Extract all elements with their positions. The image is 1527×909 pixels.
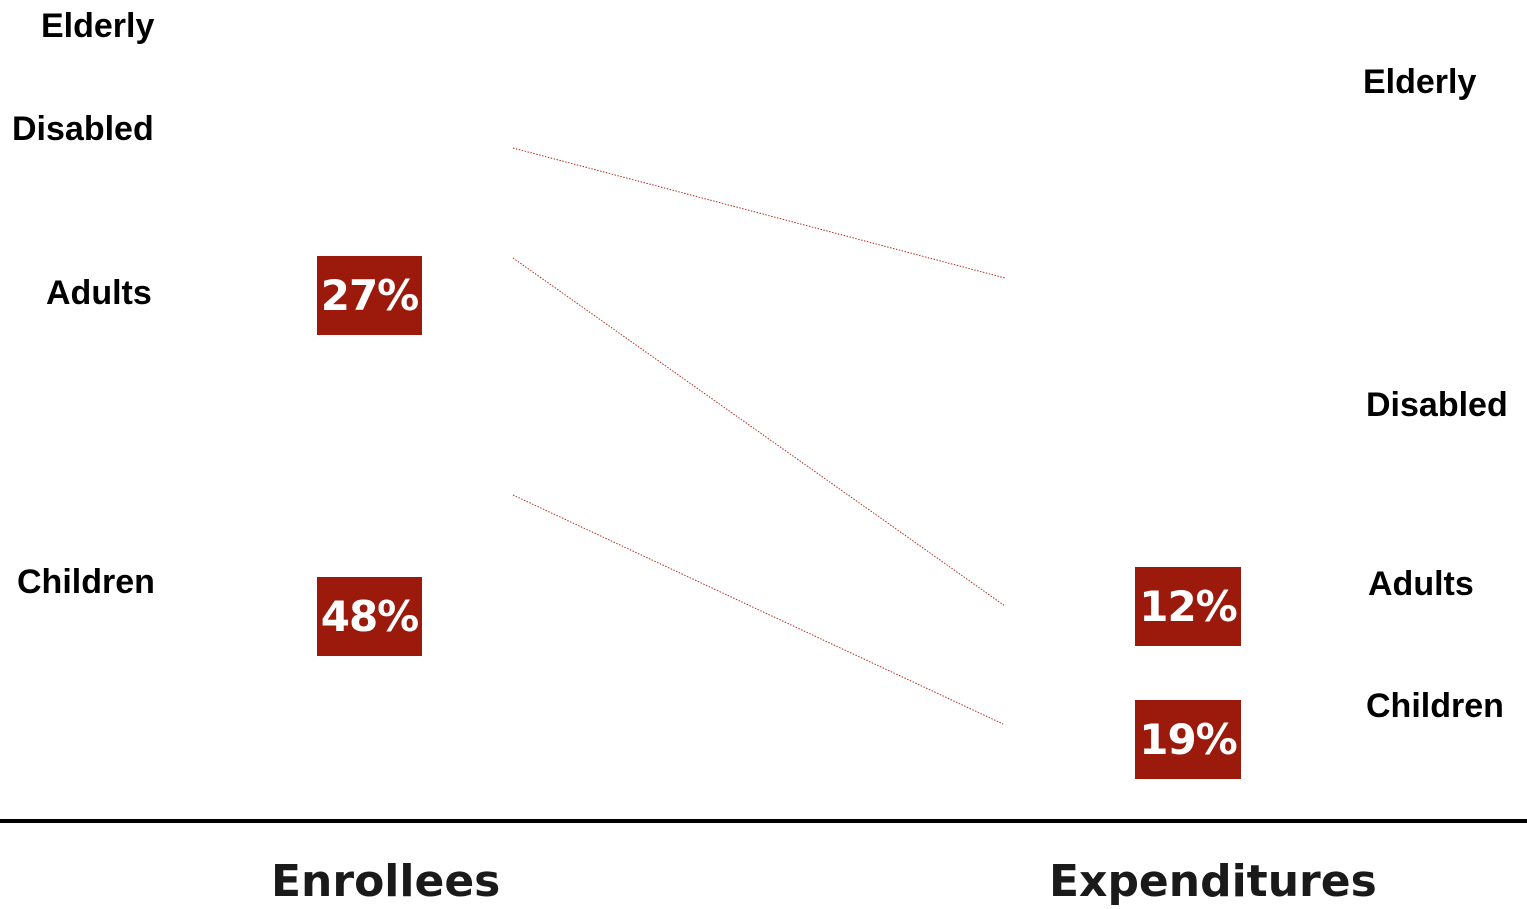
expenditures-value-adults: 12% (1135, 567, 1241, 646)
baseline-axis (0, 819, 1527, 823)
enrollees-label-children: Children (17, 565, 155, 599)
expenditures-title: Expenditures (1049, 860, 1377, 904)
enrollees-value-children: 48% (317, 577, 422, 656)
connector-children-top (513, 495, 1003, 724)
enrollees-label-disabled: Disabled (12, 112, 154, 146)
expenditures-label-adults: Adults (1368, 567, 1474, 601)
enrollees-label-adults: Adults (46, 276, 152, 310)
expenditures-label-elderly: Elderly (1363, 65, 1476, 99)
enrollees-value-adults: 27% (317, 256, 422, 335)
enrollees-title: Enrollees (271, 860, 500, 904)
connector-disabled-top (513, 148, 1005, 278)
expenditures-label-disabled: Disabled (1366, 388, 1508, 422)
expenditures-value-children: 19% (1135, 700, 1241, 779)
connector-adults-top (513, 258, 1005, 606)
enrollees-label-elderly: Elderly (41, 9, 154, 43)
expenditures-label-children: Children (1366, 689, 1504, 723)
